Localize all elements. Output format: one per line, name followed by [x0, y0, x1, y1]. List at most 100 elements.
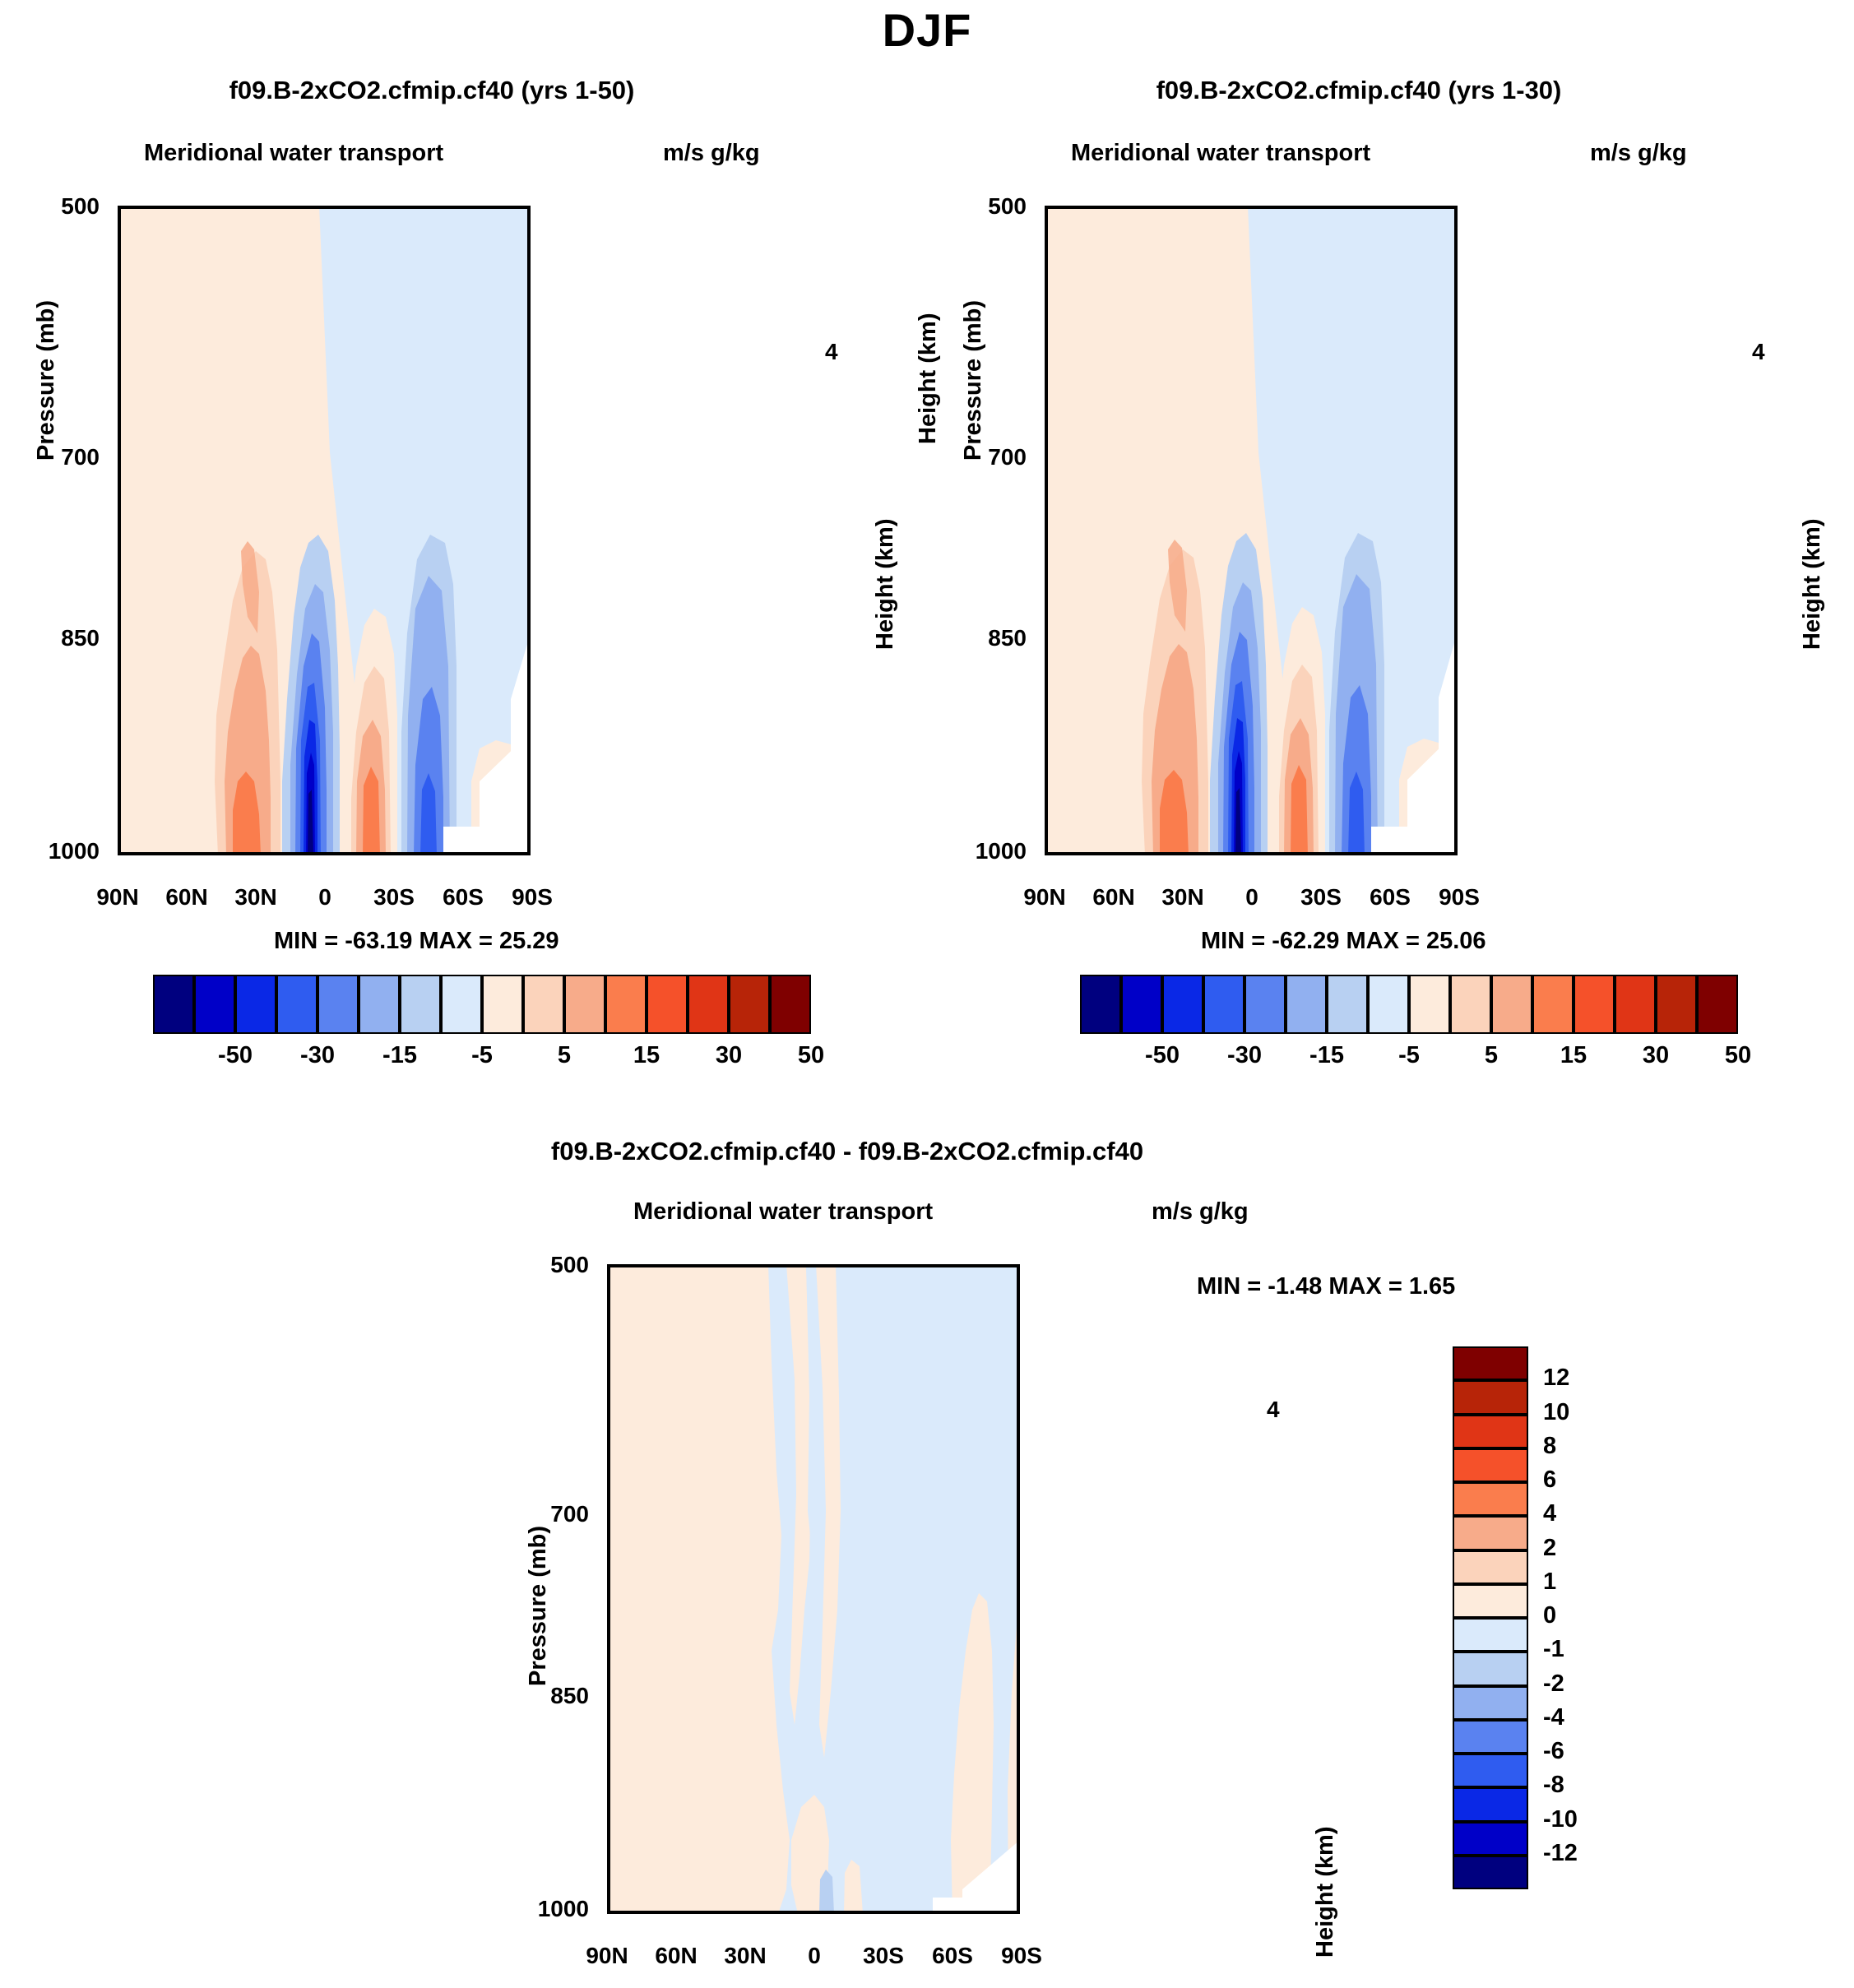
x-tick-label: 60N — [165, 884, 208, 910]
panel-subtitle-left: Meridional water transport — [144, 140, 444, 166]
colorbar-tick-label: 50 — [797, 1042, 825, 1068]
x-tick-label: 30N — [234, 884, 277, 910]
panel-subtitle-left: Meridional water transport — [633, 1198, 934, 1225]
colorbar-swatch — [1453, 1855, 1528, 1889]
panel-subtitle-left: Meridional water transport — [1071, 140, 1371, 166]
x-tick-label: 90N — [1023, 884, 1066, 910]
colorbar-swatch — [1453, 1685, 1528, 1720]
y-tick-label: 500 — [61, 193, 100, 219]
colorbar-tick-label: 5 — [1484, 1042, 1499, 1068]
panel-subtitle-units: m/s g/kg — [663, 140, 760, 166]
colorbar-tick-label: -5 — [1398, 1042, 1420, 1068]
y-tick-label: 700 — [550, 1501, 589, 1527]
contour-plot-area — [607, 1264, 1020, 1914]
colorbar-tick-label: -15 — [1309, 1042, 1344, 1068]
colorbar-swatch — [1615, 975, 1656, 1034]
x-tick-label: 30S — [1300, 884, 1342, 910]
colorbar-tick-label: -8 — [1543, 1772, 1564, 1799]
colorbar-tick-label: 15 — [1560, 1042, 1587, 1068]
colorbar-swatch — [441, 975, 482, 1034]
y-tick-label: 1000 — [537, 1896, 589, 1921]
colorbar-swatch — [235, 975, 276, 1034]
x-tick-label: 30N — [724, 1943, 767, 1968]
contour-plot-area — [118, 206, 531, 855]
colorbar-swatch — [317, 975, 359, 1034]
y-axis-label: Pressure (mb) — [525, 1525, 551, 1686]
colorbar-swatch — [1244, 975, 1286, 1034]
colorbar-swatch — [1453, 1787, 1528, 1822]
colorbar-swatch — [1453, 1550, 1528, 1584]
y-tick-label: 500 — [988, 193, 1027, 219]
x-tick-label: 90S — [512, 884, 553, 910]
colorbar-tick-label: 0 — [1543, 1602, 1557, 1629]
colorbar-swatch — [1574, 975, 1615, 1034]
y-axis-label: Pressure (mb) — [960, 299, 986, 461]
colorbar-swatch — [564, 975, 605, 1034]
colorbar-swatch — [400, 975, 441, 1034]
x-tick-label: 60N — [655, 1943, 698, 1968]
colorbar-tick-label: 1 — [1543, 1568, 1557, 1595]
colorbar-tick-label: 8 — [1543, 1432, 1557, 1459]
y-axis-label-right: Height (km) — [872, 518, 898, 651]
colorbar-swatch — [1453, 1516, 1528, 1550]
y-tick-label: 1000 — [975, 838, 1027, 864]
colorbar-swatch — [1203, 975, 1244, 1034]
colorbar-tick-label: -1 — [1543, 1636, 1564, 1663]
colorbar-swatch — [1453, 1482, 1528, 1517]
x-tick-label: 0 — [318, 884, 331, 910]
panel-bottom-difference: f09.B-2xCO2.cfmip.cf40 - f09.B-2xCO2.cfm… — [411, 1119, 1578, 1988]
y-tick-label: 1000 — [48, 838, 100, 864]
y-tick-label: 500 — [550, 1252, 589, 1277]
colorbar-tick-label: 10 — [1543, 1398, 1570, 1425]
colorbar-swatch — [1697, 975, 1738, 1034]
y-tick-label: 700 — [988, 444, 1027, 470]
y-tick-label: 850 — [988, 625, 1027, 651]
x-tick-label: 0 — [808, 1943, 821, 1968]
colorbar-swatch — [1453, 1821, 1528, 1856]
colorbar-tick-label: 5 — [557, 1042, 572, 1068]
panel-title: f09.B-2xCO2.cfmip.cf40 (yrs 1-30) — [1156, 76, 1562, 104]
x-tick-label: 30S — [373, 884, 415, 910]
x-tick-label: 30S — [863, 1943, 904, 1968]
colorbar-swatch — [1453, 1754, 1528, 1788]
panel-top-left: f09.B-2xCO2.cfmip.cf40 (yrs 1-50) Meridi… — [0, 0, 927, 1119]
colorbar-horizontal: -50 -30 -15 -5 5 15 30 50 — [153, 975, 824, 1068]
colorbar-swatch — [359, 975, 400, 1034]
figure-main-title: DJF — [882, 4, 972, 56]
colorbar-swatch — [1368, 975, 1409, 1034]
colorbar-swatch — [647, 975, 688, 1034]
panel-subtitle-units: m/s g/kg — [1152, 1198, 1249, 1225]
panel-subtitle-units: m/s g/kg — [1590, 140, 1687, 166]
y-axis-label-right: Height (km) — [1312, 1826, 1338, 1958]
colorbar-swatch — [1453, 1414, 1528, 1448]
colorbar-swatch — [1491, 975, 1532, 1034]
y-axis-label-right: Height (km) — [1799, 518, 1825, 651]
y-tick-label-right: 4 — [1752, 339, 1765, 364]
colorbar-tick-label: -15 — [382, 1042, 417, 1068]
x-tick-label: 60S — [1370, 884, 1411, 910]
colorbar-tick-label: -30 — [300, 1042, 335, 1068]
x-tick-label: 60N — [1092, 884, 1135, 910]
colorbar-tick-label: 6 — [1543, 1467, 1557, 1493]
colorbar-swatch — [1286, 975, 1327, 1034]
min-max-annotation: MIN = -1.48 MAX = 1.65 — [1197, 1273, 1456, 1300]
colorbar-horizontal: -50 -30 -15 -5 5 15 30 50 — [1080, 975, 1751, 1068]
colorbar-vertical: 12 10 8 6 4 2 1 0 -1 -2 -4 -6 -8 -10 -12 — [1453, 1346, 1578, 1889]
colorbar-tick-label: 50 — [1724, 1042, 1752, 1068]
colorbar-swatch — [153, 975, 194, 1034]
panel-title: f09.B-2xCO2.cfmip.cf40 - f09.B-2xCO2.cfm… — [550, 1137, 1144, 1165]
y-tick-label: 850 — [61, 625, 100, 651]
colorbar-tick-label: 30 — [1642, 1042, 1670, 1068]
y-axis-label-left-shared: Height (km) — [915, 313, 941, 445]
colorbar-tick-label: 15 — [633, 1042, 660, 1068]
x-tick-label: 60S — [443, 884, 484, 910]
colorbar-tick-label: -2 — [1543, 1670, 1564, 1697]
x-tick-label: 60S — [932, 1943, 973, 1968]
x-tick-label: 90N — [96, 884, 139, 910]
colorbar-swatch — [770, 975, 811, 1034]
colorbar-swatch — [1453, 1448, 1528, 1482]
colorbar-swatch — [1453, 1346, 1528, 1381]
x-tick-label: 90S — [1439, 884, 1480, 910]
min-max-annotation: MIN = -63.19 MAX = 25.29 — [274, 928, 559, 954]
colorbar-swatch — [1532, 975, 1574, 1034]
